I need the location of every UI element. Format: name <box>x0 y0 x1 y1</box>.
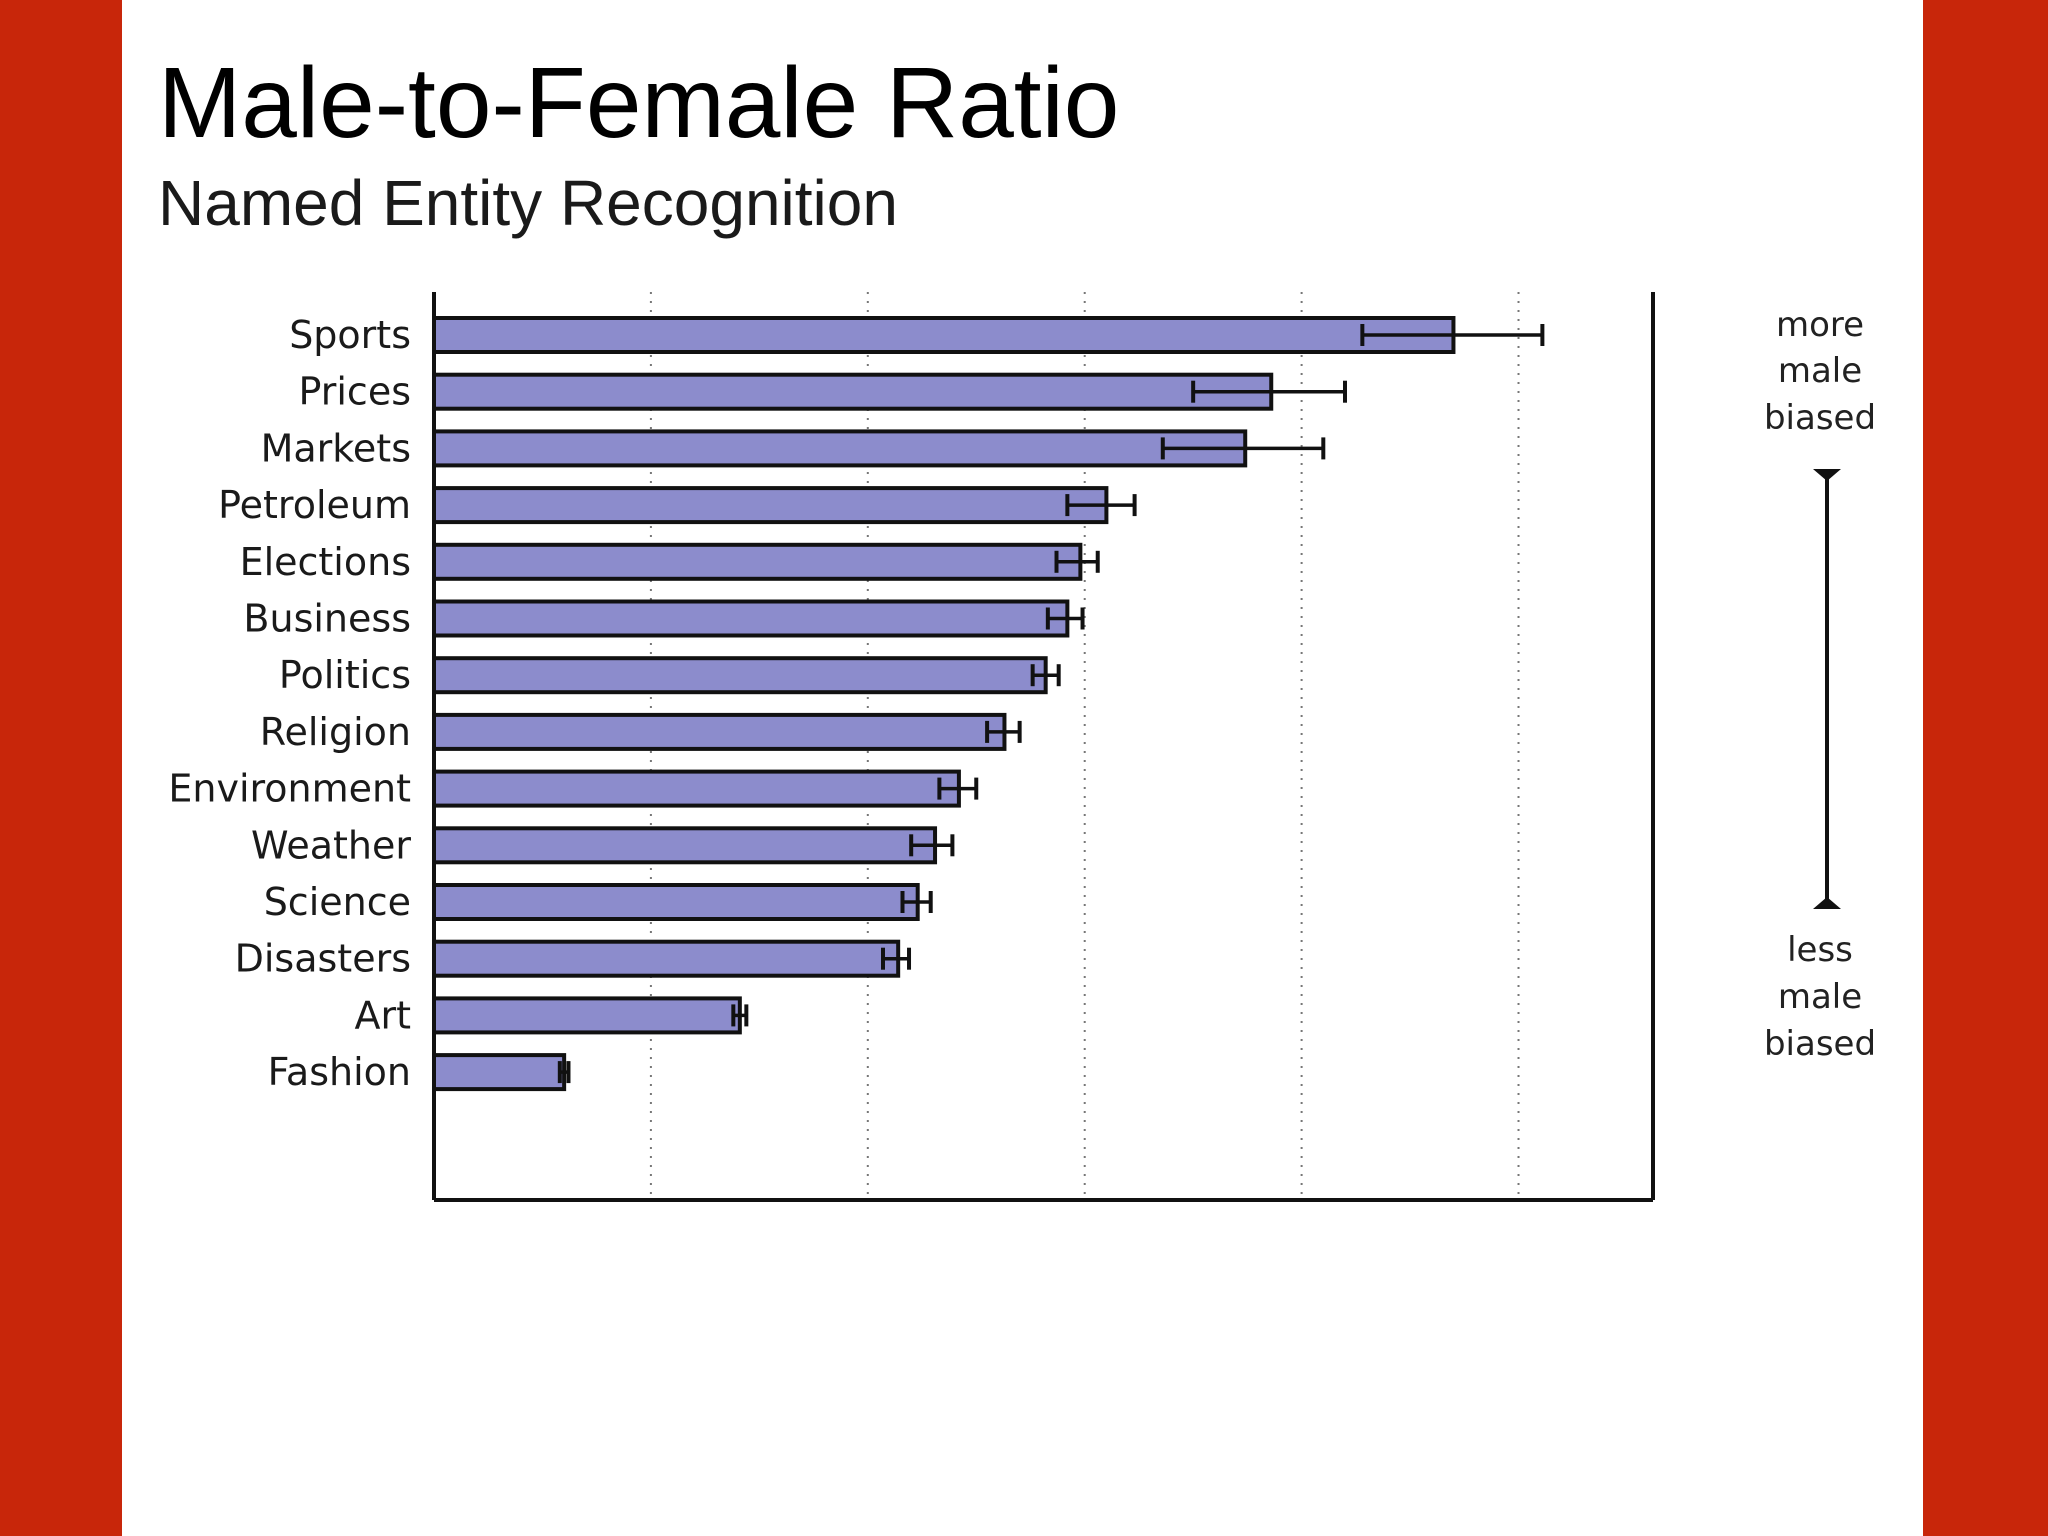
bar <box>432 826 938 865</box>
category-label: Weather <box>251 823 411 867</box>
bar <box>432 883 920 921</box>
annotation-more: more <box>1776 305 1864 345</box>
bar <box>432 372 1274 411</box>
bar <box>432 486 1109 525</box>
category-label: Environment <box>168 767 411 811</box>
slide-subtitle: Named Entity Recognition <box>158 167 898 239</box>
category-label: Fashion <box>268 1050 411 1094</box>
category-labels: Sports Prices Markets Petroleum Elections Bus… <box>168 313 411 1094</box>
bars-layer <box>432 316 1545 1092</box>
bar <box>432 542 1083 581</box>
category-label: Art <box>354 993 411 1037</box>
bar <box>432 939 901 978</box>
bar <box>432 769 961 808</box>
bar <box>432 996 742 1035</box>
category-label: Business <box>243 597 411 641</box>
category-label: Elections <box>240 540 411 584</box>
bias-arrow-top-cap <box>1813 469 1841 481</box>
bar <box>432 712 1007 751</box>
slide-title: Male-to-Female Ratio <box>158 47 1120 159</box>
slide: Male-to-Female Ratio Named Entity Recogn… <box>122 0 1923 1536</box>
bar <box>432 1053 567 1092</box>
bias-arrow-bottom-cap <box>1813 897 1841 909</box>
category-label: Markets <box>261 426 411 470</box>
category-label: Religion <box>260 710 411 754</box>
annotation-less: less <box>1787 930 1853 970</box>
annotation-male-top: male <box>1778 351 1862 391</box>
category-label: Sports <box>289 313 411 357</box>
axes-layer <box>432 292 1655 1202</box>
annotation-male-bottom: male <box>1778 977 1862 1017</box>
category-label: Politics <box>279 653 411 697</box>
bar <box>432 599 1070 638</box>
bar <box>432 429 1248 468</box>
bar <box>432 316 1456 354</box>
category-label: Prices <box>299 370 412 414</box>
annotation-biased-top: biased <box>1764 398 1876 438</box>
category-label: Petroleum <box>218 483 411 527</box>
bias-indicator: more male biased less male biased <box>1764 305 1876 1064</box>
annotation-biased-bottom: biased <box>1764 1024 1876 1064</box>
grid-layer <box>649 292 1520 1200</box>
category-label: Science <box>264 880 411 924</box>
category-label: Disasters <box>235 937 411 981</box>
bar <box>432 656 1048 695</box>
